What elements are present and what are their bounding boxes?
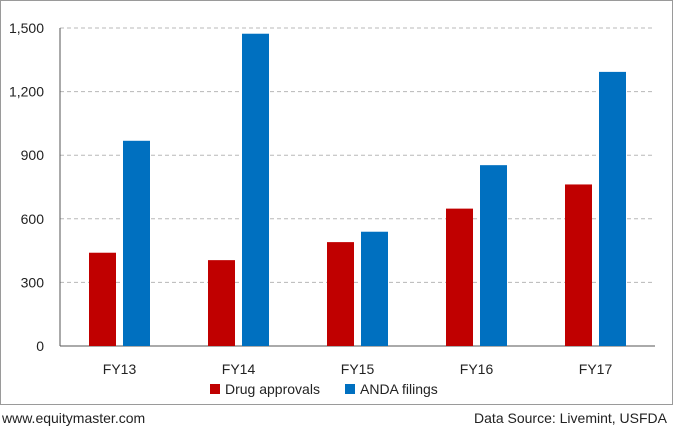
y-tick-label: 1,500 xyxy=(9,20,44,36)
x-tick-label: FY14 xyxy=(222,361,256,377)
x-tick-label: FY17 xyxy=(579,361,613,377)
y-tick-label: 300 xyxy=(21,274,45,290)
drug-approvals-bar-fy16 xyxy=(446,208,473,346)
drug-approvals-legend-label: Drug approvals xyxy=(225,381,320,397)
x-tick-label: FY16 xyxy=(460,361,494,377)
drug-approvals-bar-fy15 xyxy=(327,242,354,346)
data-source: Data Source: Livemint, USFDA xyxy=(474,410,667,426)
drug-approvals-bar-fy13 xyxy=(89,252,116,346)
y-tick-label: 0 xyxy=(36,338,44,354)
anda-filings-legend-label: ANDA filings xyxy=(360,381,438,397)
website-credit: www.equitymaster.com xyxy=(2,410,146,426)
y-tick-label: 900 xyxy=(21,147,45,163)
anda-filings-legend-swatch xyxy=(345,384,355,394)
anda-filings-bar-fy16 xyxy=(480,165,507,346)
anda-filings-bar-fy13 xyxy=(123,140,150,346)
x-tick-label: FY13 xyxy=(103,361,137,377)
bar-chart: 0 300 600 900 1,200 1,500 FY13 FY14 FY15 FY16 FY17… xyxy=(9,20,655,397)
drug-approvals-bar-fy17 xyxy=(565,184,592,346)
x-tick-label: FY15 xyxy=(341,361,375,377)
y-tick-label: 600 xyxy=(21,211,45,227)
drug-approvals-bar-fy14 xyxy=(208,260,235,346)
drug-approvals-legend-swatch xyxy=(210,384,220,394)
y-tick-label: 1,200 xyxy=(9,84,44,100)
anda-filings-bar-fy17 xyxy=(599,71,626,346)
anda-filings-bar-fy14 xyxy=(242,33,269,346)
anda-filings-bar-fy15 xyxy=(361,231,388,346)
